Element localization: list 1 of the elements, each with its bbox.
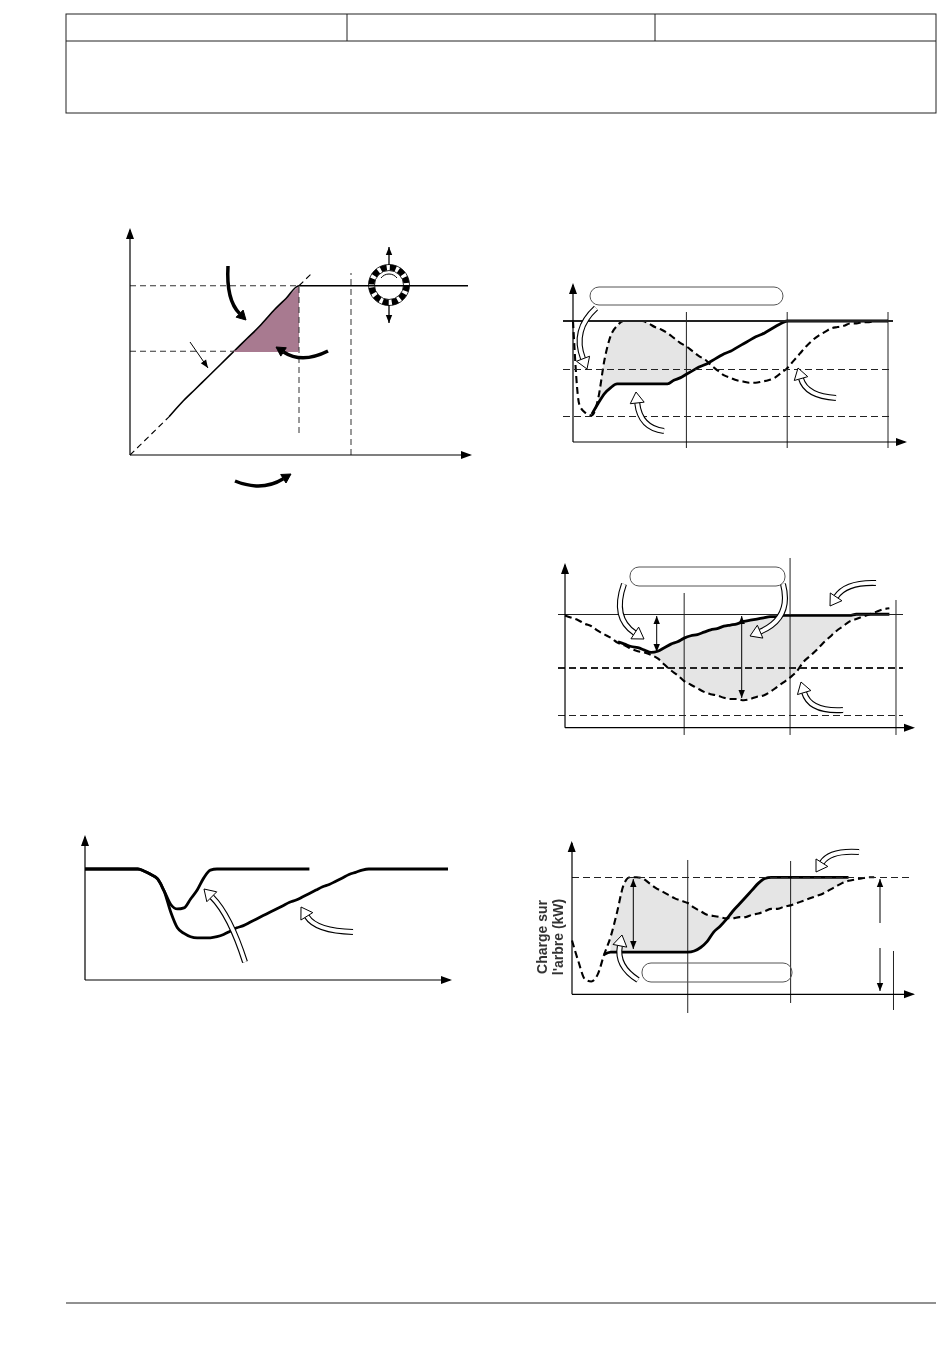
y-axis-title: Charge sur l'arbre (kW)	[534, 897, 566, 978]
